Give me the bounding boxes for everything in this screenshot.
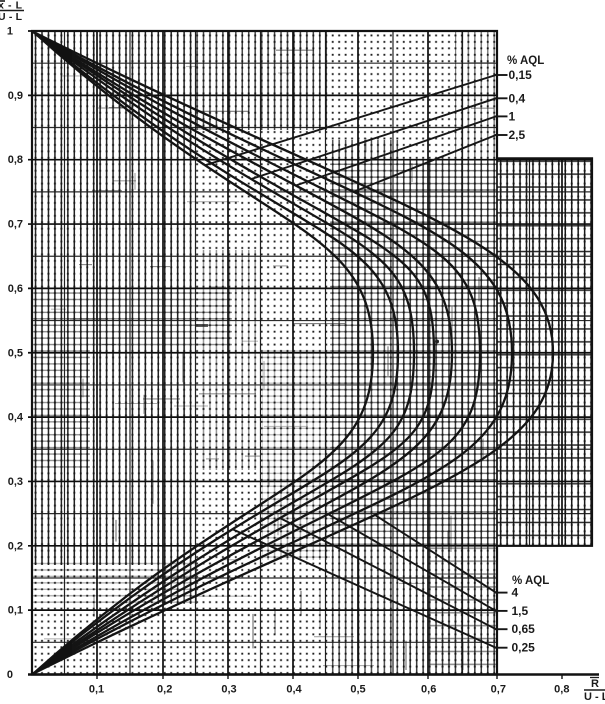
svg-text:0,5: 0,5 <box>350 684 365 696</box>
svg-text:0,6: 0,6 <box>421 684 436 696</box>
svg-text:0,8: 0,8 <box>554 684 569 696</box>
svg-text:2,5: 2,5 <box>509 128 526 142</box>
svg-text:0,4: 0,4 <box>8 412 24 424</box>
svg-text:0,15: 0,15 <box>509 68 533 82</box>
svg-text:0,2: 0,2 <box>8 540 23 552</box>
svg-text:% AQL: % AQL <box>507 55 544 67</box>
svg-text:x - L: x - L <box>0 0 23 12</box>
svg-text:U - L: U - L <box>584 691 605 703</box>
svg-text:0,1: 0,1 <box>89 684 104 696</box>
svg-text:0,25: 0,25 <box>512 641 536 655</box>
svg-text:0,5: 0,5 <box>8 347 23 359</box>
svg-text:0,7: 0,7 <box>491 684 506 696</box>
svg-text:% AQL: % AQL <box>512 575 549 587</box>
svg-text:0,4: 0,4 <box>286 684 302 696</box>
svg-text:0,4: 0,4 <box>509 91 526 105</box>
svg-text:0,7: 0,7 <box>8 219 23 231</box>
svg-text:R: R <box>591 678 599 690</box>
svg-text:1,5: 1,5 <box>512 604 529 618</box>
svg-text:1: 1 <box>7 26 13 38</box>
svg-text:0,6: 0,6 <box>8 283 23 295</box>
svg-text:0,3: 0,3 <box>8 476 23 488</box>
svg-text:U - L: U - L <box>0 11 23 23</box>
svg-text:0,65: 0,65 <box>512 622 536 636</box>
svg-text:4: 4 <box>512 586 519 600</box>
svg-text:0,1: 0,1 <box>8 605 23 617</box>
svg-text:0,9: 0,9 <box>8 90 23 102</box>
svg-text:0: 0 <box>7 669 13 681</box>
svg-text:0,8: 0,8 <box>8 154 23 166</box>
svg-text:0,2: 0,2 <box>157 684 172 696</box>
svg-text:0,3: 0,3 <box>221 684 236 696</box>
svg-text:1: 1 <box>509 109 516 123</box>
